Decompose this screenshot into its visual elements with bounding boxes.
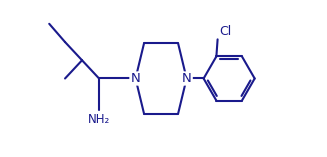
Text: Cl: Cl [219,25,231,38]
Text: N: N [182,72,192,85]
Text: N: N [130,72,141,85]
Text: N: N [181,72,192,85]
Text: NH₂: NH₂ [88,113,110,126]
Text: N: N [131,72,140,85]
